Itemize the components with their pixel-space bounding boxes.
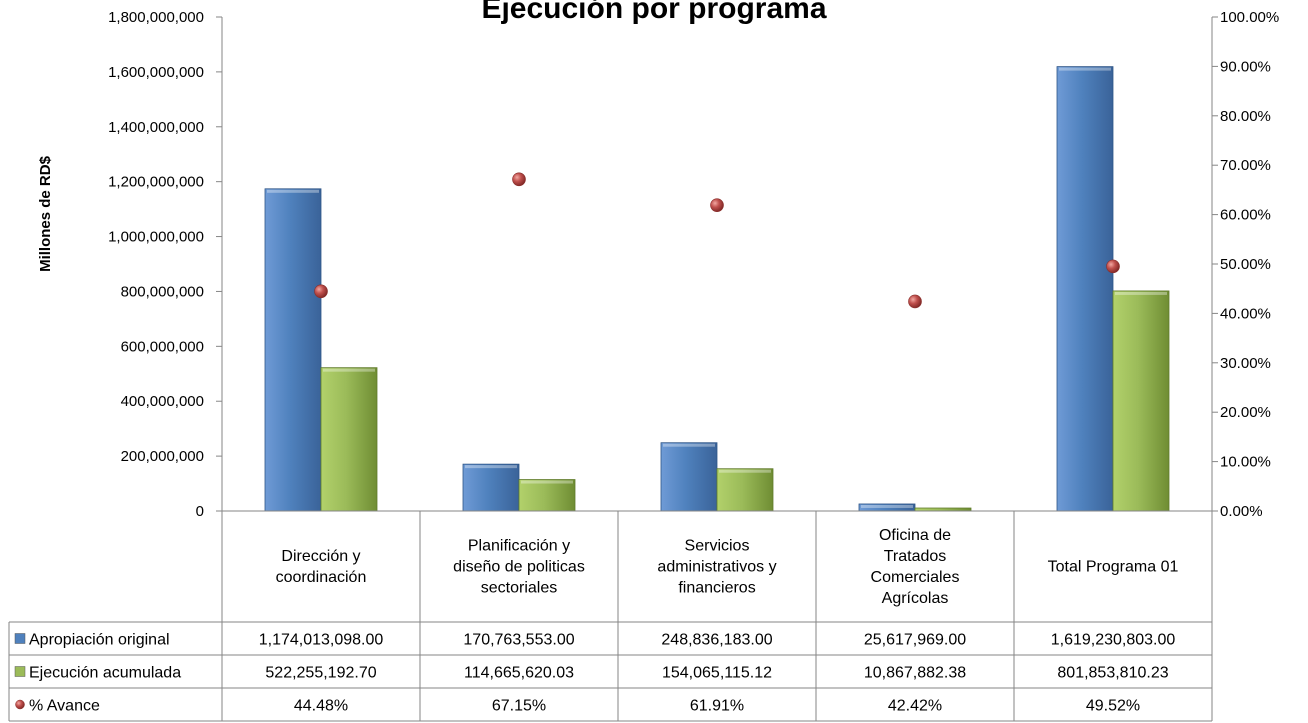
legend-label: % Avance: [29, 698, 100, 715]
y-tick-label: 200,000,000: [121, 448, 204, 465]
y2-tick-label: 50.00%: [1220, 256, 1271, 273]
bar-highlight: [719, 469, 771, 473]
y-tick-label: 1,600,000,000: [108, 64, 204, 81]
category-label: Tratados: [884, 548, 947, 565]
chart-title: Ejecución por programa: [481, 0, 826, 25]
y2-tick-label: 100.00%: [1220, 9, 1279, 26]
y2-tick-label: 60.00%: [1220, 207, 1271, 224]
bar-highlight: [861, 504, 913, 508]
y2-tick-label: 30.00%: [1220, 355, 1271, 372]
legend-swatch-avance: [15, 699, 25, 710]
marker-avance: [908, 294, 922, 309]
category-label: sectoriales: [481, 580, 557, 597]
y2-tick-label: 40.00%: [1220, 305, 1271, 322]
table-cell-value: 49.52%: [1086, 698, 1140, 715]
y2-tick-label: 70.00%: [1220, 157, 1271, 174]
table-cell-value: 42.42%: [888, 698, 942, 715]
bar-ejecucion: [1112, 290, 1170, 512]
legend-label: Apropiación original: [29, 632, 170, 649]
table-cell-value: 801,853,810.23: [1057, 665, 1168, 682]
bar-apropiacion: [264, 188, 322, 512]
bar-apropiacion: [1056, 66, 1114, 512]
table-cell-value: 154,065,115.12: [662, 665, 772, 682]
y-tick-label: 600,000,000: [121, 338, 204, 355]
legend-label: Ejecución acumulada: [29, 665, 181, 682]
y-axis-label: Millones de RD$: [37, 155, 54, 272]
bar-highlight: [267, 189, 319, 193]
bar-highlight: [465, 465, 517, 469]
table-cell-value: 44.48%: [294, 698, 348, 715]
category-label: Agrícolas: [882, 590, 949, 607]
marker-avance: [314, 284, 328, 299]
table-cell-value: 10,867,882.38: [864, 665, 966, 682]
category-label: financieros: [678, 580, 755, 597]
bar-highlight: [1059, 67, 1111, 71]
table-cell-value: 1,174,013,098.00: [259, 632, 384, 649]
category-label: Total Programa 01: [1048, 559, 1179, 576]
category-label: Dirección y: [281, 548, 360, 565]
y-tick-label: 1,000,000,000: [108, 229, 204, 246]
y2-tick-label: 90.00%: [1220, 58, 1271, 75]
table-cell-value: 114,665,620.03: [464, 665, 574, 682]
bar-highlight: [521, 480, 573, 484]
marker-avance: [710, 198, 724, 212]
table-cell-value: 170,763,553.00: [463, 632, 574, 649]
bar-ejecucion: [518, 479, 576, 512]
y-tick-label: 400,000,000: [121, 393, 204, 410]
marker-avance: [512, 172, 526, 187]
legend-swatch: [14, 633, 26, 644]
table-cell-value: 61.91%: [690, 698, 744, 715]
y2-tick-label: 20.00%: [1220, 404, 1271, 421]
bar-apropiacion: [462, 463, 520, 512]
bar-highlight: [323, 368, 375, 372]
y-tick-label: 800,000,000: [121, 283, 204, 300]
marker-avance: [1106, 259, 1120, 274]
table-cell-value: 248,836,183.00: [661, 632, 772, 649]
data-table: Dirección y coordinación Planificación y di…: [8, 510, 1213, 722]
category-label: Planificación y: [468, 538, 570, 555]
y2-tick-label: 80.00%: [1220, 108, 1271, 125]
y-tick-label: 1,200,000,000: [108, 174, 204, 191]
bar-ejecucion: [320, 367, 378, 512]
y2-tick-label: 10.00%: [1220, 454, 1271, 471]
category-label: diseño de politicas: [453, 559, 585, 576]
category-label: Oficina de: [879, 527, 951, 544]
y2-tick-label: 0.00%: [1220, 503, 1263, 520]
legend-swatch: [14, 666, 26, 677]
y-tick-label: 0: [196, 503, 204, 520]
y-tick-label: 1,800,000,000: [108, 9, 204, 26]
category-label: Servicios: [685, 538, 750, 555]
plot-area: 0 200,000,000 400,000,000 600,000,000 800,00…: [108, 9, 1279, 520]
bar-apropiacion: [660, 442, 718, 512]
table-cell-value: 522,255,192.70: [265, 665, 376, 682]
bar-highlight: [1115, 291, 1167, 295]
category-label: administrativos y: [657, 559, 776, 576]
table-cell-value: 67.15%: [492, 698, 546, 715]
table-cell-value: 1,619,230,803.00: [1051, 632, 1176, 649]
category-label: coordinación: [276, 569, 367, 586]
y-tick-label: 1,400,000,000: [108, 119, 204, 136]
bar-ejecucion: [716, 468, 774, 512]
table-cell-value: 25,617,969.00: [864, 632, 966, 649]
bar-highlight: [663, 443, 715, 447]
category-label: Comerciales: [871, 569, 960, 586]
